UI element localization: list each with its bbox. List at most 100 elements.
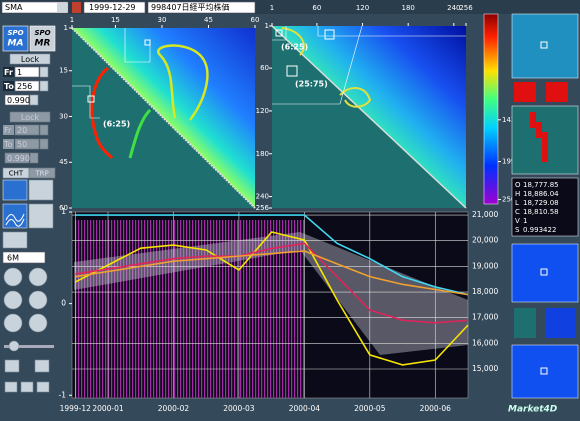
y-tick-label: 20,000 [472, 236, 498, 245]
lock-button[interactable] [9, 111, 51, 123]
y-tick-label: 120 [256, 107, 269, 115]
oscillator-tick-label: 0 [61, 299, 66, 308]
spo-ma-logo[interactable] [2, 25, 29, 52]
diagonal [71, 27, 256, 209]
date-field[interactable] [83, 1, 146, 14]
indicator-select[interactable] [1, 1, 69, 14]
date-text: 1999-12-29 [89, 3, 136, 12]
number-text: 256 [17, 82, 32, 91]
symbol-field[interactable] [147, 1, 256, 14]
colorbar-label: 143 [502, 116, 515, 124]
x-tick-label: 2000-04 [289, 404, 321, 413]
spinner[interactable] [39, 66, 49, 78]
x-tick-label: 180 [401, 4, 414, 12]
left-panel: SPO MA SPO MR [2, 25, 56, 52]
marker [540, 268, 548, 276]
info-key: O [515, 181, 521, 189]
icon-button[interactable] [34, 359, 50, 373]
x-tick-label: 45 [204, 16, 213, 24]
spinner[interactable] [39, 138, 49, 150]
dropdown-arrow[interactable] [57, 3, 67, 12]
icon-button[interactable] [4, 381, 18, 393]
tab-text: CHT [9, 170, 24, 178]
x-tick-label: 15 [111, 16, 120, 24]
spinner[interactable] [39, 80, 49, 92]
number-text: 20 [17, 126, 27, 135]
x-tick-label: 256 [459, 4, 473, 12]
tool-button[interactable] [2, 179, 28, 201]
right-column [511, 13, 579, 399]
main-chart: 21,000 20,000 19,000 18,000 17,000 16,000 15,0… [59, 207, 499, 413]
y-tick-label: 18,000 [472, 287, 498, 296]
x-tick-label: 1999-12 [60, 404, 92, 413]
x-tick-label: 120 [356, 4, 369, 12]
tab[interactable] [28, 167, 56, 179]
play-button[interactable] [3, 313, 23, 333]
info-value: 1 [523, 217, 527, 225]
heatmap-label: (6:25) [103, 120, 130, 129]
icon-button[interactable] [4, 359, 20, 373]
info-value: 18,729.08 [523, 199, 559, 207]
spinner[interactable] [29, 152, 39, 164]
icon-button[interactable] [20, 381, 34, 393]
logo-text: MR [35, 39, 51, 49]
y-tick-label: 1 [265, 22, 269, 30]
y-tick-label: 16,000 [472, 338, 498, 347]
play-button[interactable] [3, 290, 23, 310]
thumbnail [511, 344, 579, 399]
x-tick-label: 60 [251, 16, 260, 24]
x-tick-label: 1 [270, 4, 274, 12]
play-button[interactable] [28, 290, 48, 310]
y-tick-label: 45 [59, 158, 68, 166]
swatch [514, 308, 536, 338]
number-text: 50 [17, 140, 27, 149]
x-tick-label: 1 [70, 16, 74, 24]
ridge-curve [128, 108, 152, 159]
number-input[interactable] [14, 80, 40, 92]
field-label: Fr [4, 126, 12, 135]
tool-button[interactable] [28, 203, 54, 229]
lock-text: Lock [21, 55, 40, 64]
tool-button[interactable] [2, 231, 28, 249]
number-input[interactable] [14, 138, 40, 150]
icon-button[interactable] [36, 381, 50, 393]
play-button[interactable] [3, 267, 23, 287]
info-key: V [515, 217, 520, 225]
info-value: 18,810.58 [523, 208, 559, 216]
spo-mr-logo[interactable] [29, 25, 56, 52]
period-select[interactable] [2, 251, 46, 264]
x-tick-label: 60 [312, 4, 321, 12]
logo-text: SPO [7, 29, 23, 37]
info-key: S [515, 226, 520, 234]
marker [540, 41, 548, 49]
info-value: 0.993422 [523, 226, 556, 234]
heatmap-axes: 1 15 30 45 60 1 15 30 45 60 [59, 16, 259, 212]
number-input[interactable] [14, 124, 40, 136]
oscillator-tick-label: -1 [59, 390, 67, 399]
guide [124, 28, 151, 63]
decay-input[interactable] [4, 152, 30, 164]
slider-thumb[interactable] [8, 340, 20, 352]
swatch [546, 308, 576, 338]
tool-button[interactable] [28, 179, 54, 201]
number-input[interactable] [14, 66, 40, 78]
guide [272, 26, 287, 41]
y-tick-label: 180 [256, 150, 269, 158]
play-button[interactable] [28, 313, 48, 333]
decay-input[interactable] [4, 94, 30, 106]
play-button[interactable] [28, 267, 48, 287]
spinner[interactable] [39, 124, 49, 136]
lock-button[interactable] [9, 53, 51, 65]
period-text: 6M [7, 254, 19, 263]
y-tick-label: 17,000 [472, 313, 498, 322]
price-line [75, 214, 469, 296]
price-line [74, 231, 469, 366]
spinner[interactable] [29, 94, 39, 106]
diagonal [271, 25, 467, 209]
slider[interactable] [4, 345, 54, 348]
date-icon[interactable] [72, 2, 81, 13]
x-tick-label: 30 [157, 16, 166, 24]
lock-text: Lock [21, 113, 40, 122]
ridge-curve [90, 66, 114, 159]
